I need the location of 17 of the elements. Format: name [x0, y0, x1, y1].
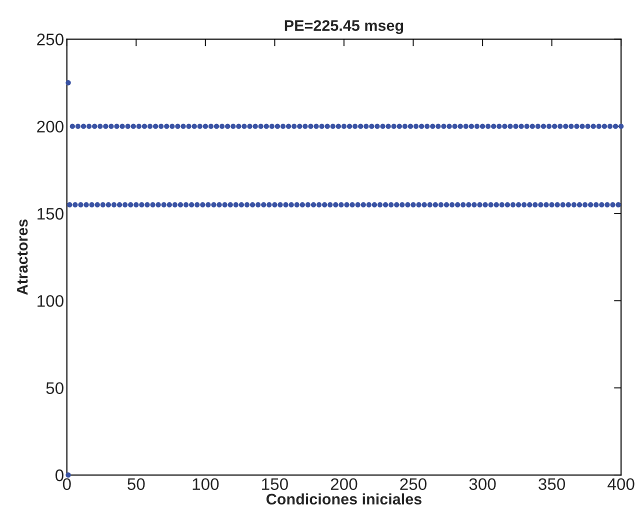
chart-title: PE=225.45 mseg	[284, 20, 404, 34]
x-axis-title: Condiciones iniciales	[266, 493, 422, 505]
y-tick-label: 0	[55, 469, 64, 482]
x-tick-label: 50	[128, 478, 145, 490]
x-tick-label: 400	[608, 478, 634, 490]
x-tick-label: 300	[469, 478, 496, 490]
x-tick-label: 200	[330, 478, 358, 490]
y-tick-label: 150	[38, 208, 64, 220]
x-tick-label: 150	[262, 478, 288, 490]
x-tick-label: 250	[400, 478, 427, 490]
y-axis-title: Atractores	[17, 220, 28, 295]
x-tick-label: 350	[538, 478, 566, 490]
x-tick-label: 100	[192, 478, 219, 490]
y-tick-label: 200	[37, 120, 64, 133]
y-tick-label: 100	[38, 295, 64, 307]
y-tick-label: 250	[37, 34, 64, 46]
y-tick-label: 50	[46, 382, 64, 394]
